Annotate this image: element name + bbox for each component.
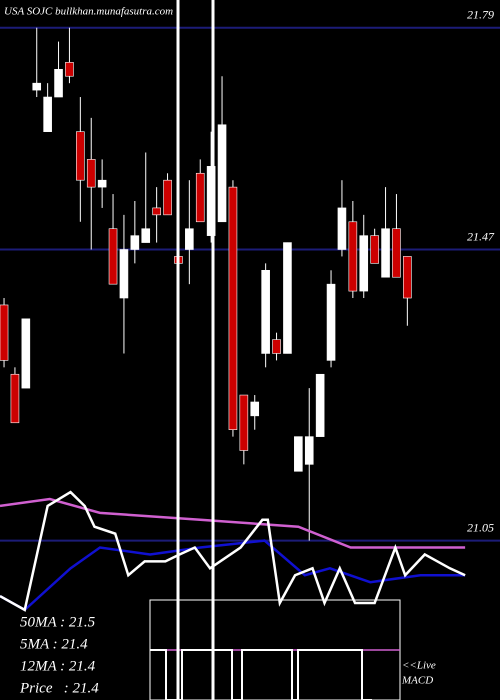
candle-body — [403, 256, 412, 299]
y-tick-label: 21.79 — [467, 7, 494, 21]
y-tick-label: 21.05 — [467, 520, 494, 534]
candle-body — [337, 207, 347, 250]
candle-body — [370, 235, 379, 264]
candle-body — [392, 228, 401, 278]
macd-label: <<Live — [402, 660, 436, 672]
candle-body — [108, 228, 118, 285]
candle-body — [326, 283, 336, 361]
candle-body — [217, 124, 227, 223]
candle-body — [54, 69, 63, 98]
candle-body — [315, 373, 325, 437]
candle-body — [141, 228, 151, 243]
candle-body — [163, 179, 172, 216]
legend-entry: Price : 21.4 — [19, 680, 99, 696]
candle-body — [304, 436, 314, 465]
candle-body — [206, 166, 216, 236]
candle-body — [76, 131, 85, 181]
indicator-line — [0, 497, 466, 549]
candle-body — [272, 339, 281, 354]
candle-body — [130, 235, 140, 250]
candle-body — [21, 318, 31, 389]
candle-body — [10, 373, 20, 424]
candle-body — [261, 269, 270, 354]
candle-body — [381, 228, 390, 278]
candle-body — [195, 172, 205, 223]
y-tick-label: 21.47 — [467, 229, 495, 243]
candle-body — [185, 228, 194, 250]
chart-title: USA SOJC bullkhan.munafasutra.com — [4, 6, 173, 18]
candle-body — [152, 207, 161, 216]
candle-body — [348, 221, 358, 292]
indicator-line — [0, 490, 466, 612]
candle-body — [43, 96, 52, 132]
candle-body — [0, 304, 9, 361]
candle-body — [119, 249, 129, 299]
marks — [0, 27, 466, 612]
candle-body — [239, 394, 249, 451]
candle-body — [32, 82, 42, 91]
candle-body — [97, 179, 107, 188]
macd-label: MACD — [401, 675, 433, 687]
macd-line — [150, 649, 372, 700]
legend-entry: 12MA : 21.4 — [20, 658, 96, 674]
candle-body — [86, 159, 96, 188]
candle-body — [294, 436, 303, 472]
candle-body — [283, 242, 292, 354]
candle-body — [228, 186, 238, 431]
grid: 21.05 21.47 21.79 — [0, 7, 500, 542]
candle-body — [359, 235, 369, 292]
legend-entry: 5MA : 21.4 — [20, 636, 88, 652]
indicator-line — [0, 539, 466, 612]
legend-entry: 50MA : 21.5 — [20, 614, 96, 630]
candle-body — [65, 62, 74, 77]
candle-body — [250, 401, 260, 417]
